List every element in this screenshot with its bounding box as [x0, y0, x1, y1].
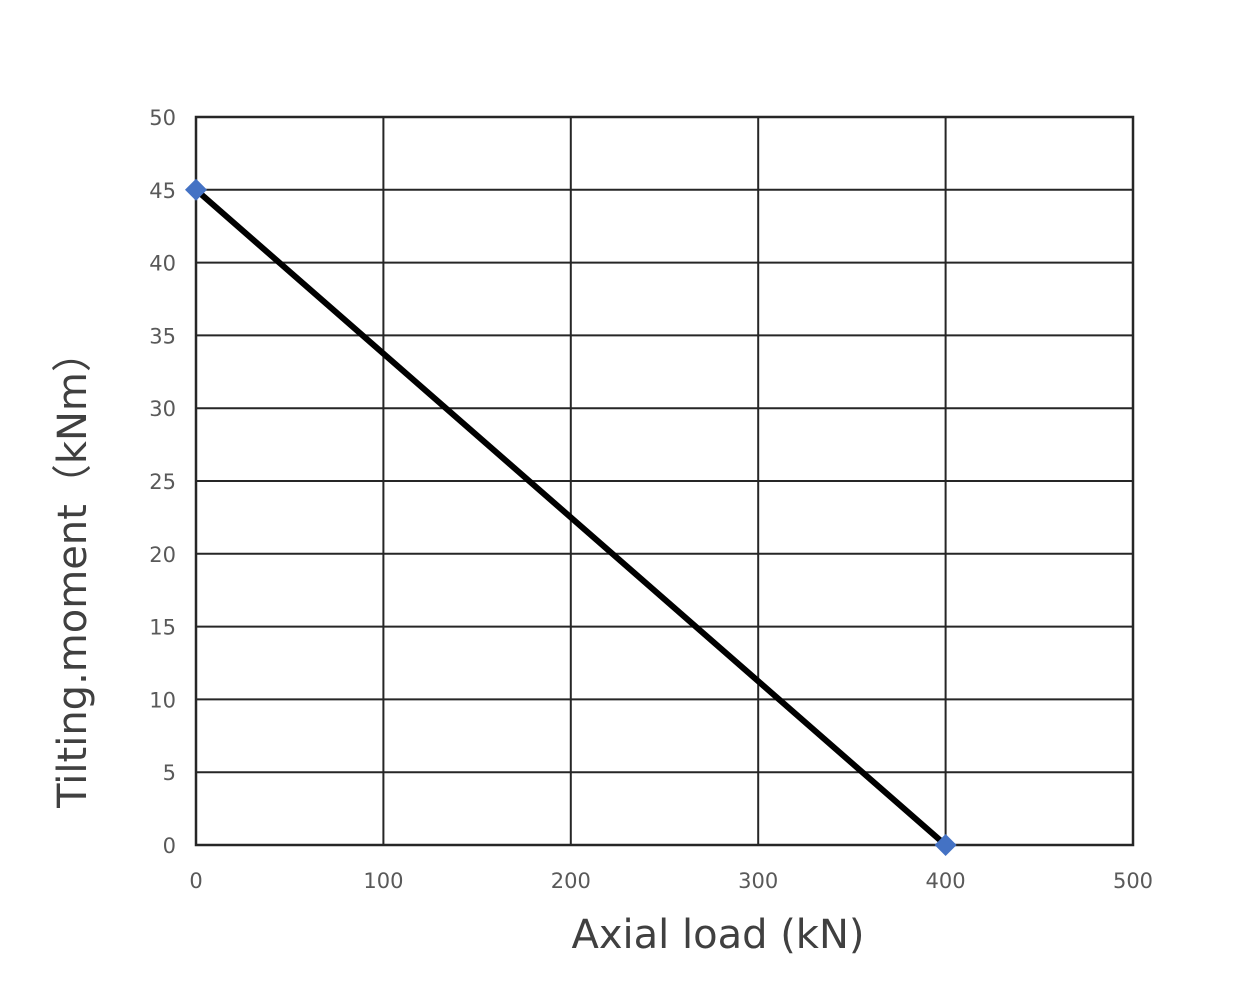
- y-tick-label: 35: [149, 324, 176, 348]
- y-tick-label: 20: [149, 543, 176, 567]
- x-tick-labels: 0 100 200 300 400 500: [189, 869, 1153, 893]
- series-layer: [185, 178, 957, 856]
- x-tick-label: 500: [1113, 869, 1153, 893]
- plot-border: [194, 115, 1135, 847]
- y-tick-label: 25: [149, 470, 176, 494]
- series-line: [193, 186, 949, 848]
- y-tick-label: 0: [163, 834, 176, 858]
- x-tick-label: 0: [189, 869, 202, 893]
- data-point-marker: [185, 178, 207, 201]
- y-tick-labels: 0 5 10 15 20 25 30 35 40 45 50: [149, 106, 176, 858]
- plot-frame: [194, 115, 1135, 847]
- y-tick-label: 30: [149, 397, 176, 421]
- y-tick-label: 5: [163, 761, 176, 785]
- y-tick-label: 40: [149, 252, 176, 276]
- x-tick-label: 200: [551, 869, 591, 893]
- y-tick-label: 45: [149, 179, 176, 203]
- x-tick-label: 100: [363, 869, 403, 893]
- y-axis-title: Tilting.moment（kNm）: [50, 332, 96, 809]
- data-point-marker: [934, 834, 957, 856]
- y-tick-label: 10: [149, 688, 176, 712]
- y-tick-label: 50: [149, 106, 176, 130]
- x-axis-title: Axial load (kN): [572, 912, 865, 958]
- x-tick-label: 300: [738, 869, 778, 893]
- x-tick-label: 400: [926, 869, 966, 893]
- y-tick-label: 15: [149, 616, 176, 640]
